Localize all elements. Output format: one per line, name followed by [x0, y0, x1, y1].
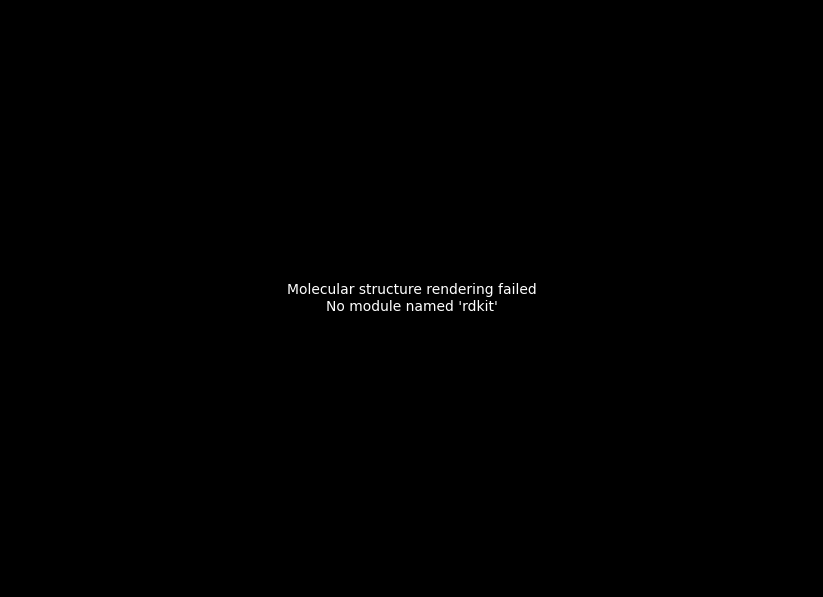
- Text: Molecular structure rendering failed
No module named 'rdkit': Molecular structure rendering failed No …: [286, 284, 537, 313]
